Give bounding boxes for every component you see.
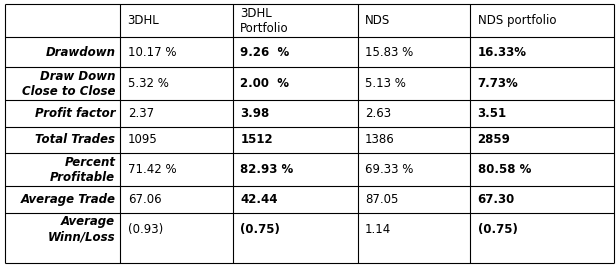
Text: 1095: 1095: [128, 133, 158, 146]
Text: 10.17 %: 10.17 %: [128, 45, 176, 59]
Text: 2.37: 2.37: [128, 107, 154, 120]
Text: 5.32 %: 5.32 %: [128, 77, 169, 90]
Text: 69.33 %: 69.33 %: [365, 163, 413, 176]
Text: 80.58 %: 80.58 %: [477, 163, 531, 176]
Text: 67.06: 67.06: [128, 193, 161, 206]
Text: 82.93 %: 82.93 %: [240, 163, 293, 176]
Text: 9.26  %: 9.26 %: [240, 45, 290, 59]
Text: 42.44: 42.44: [240, 193, 278, 206]
Text: 3DHL: 3DHL: [128, 14, 160, 27]
Text: 16.33%: 16.33%: [477, 45, 527, 59]
Text: 15.83 %: 15.83 %: [365, 45, 413, 59]
Text: Percent
Profitable: Percent Profitable: [51, 156, 115, 184]
Text: 7.73%: 7.73%: [477, 77, 518, 90]
Text: NDS: NDS: [365, 14, 391, 27]
Text: (0.75): (0.75): [477, 223, 517, 236]
Text: Profit factor: Profit factor: [35, 107, 115, 120]
Text: 3.51: 3.51: [477, 107, 507, 120]
Text: (0.75): (0.75): [240, 223, 280, 236]
Text: 1512: 1512: [240, 133, 273, 146]
Text: 5.13 %: 5.13 %: [365, 77, 406, 90]
Text: (0.93): (0.93): [128, 223, 163, 236]
Text: 1386: 1386: [365, 133, 395, 146]
Text: 2.00  %: 2.00 %: [240, 77, 290, 90]
Text: 3.98: 3.98: [240, 107, 269, 120]
Text: Average
Winn/Loss: Average Winn/Loss: [47, 215, 115, 243]
Text: Draw Down
Close to Close: Draw Down Close to Close: [22, 70, 115, 98]
Text: 2859: 2859: [477, 133, 511, 146]
Text: 71.42 %: 71.42 %: [128, 163, 176, 176]
Text: 3DHL
Portfolio: 3DHL Portfolio: [240, 7, 289, 35]
Text: 87.05: 87.05: [365, 193, 399, 206]
Text: Average Trade: Average Trade: [20, 193, 115, 206]
Text: Total Trades: Total Trades: [35, 133, 115, 146]
Text: Drawdown: Drawdown: [46, 45, 115, 59]
Text: NDS portfolio: NDS portfolio: [477, 14, 556, 27]
Text: 67.30: 67.30: [477, 193, 515, 206]
Text: 1.14: 1.14: [365, 223, 391, 236]
Text: 2.63: 2.63: [365, 107, 391, 120]
